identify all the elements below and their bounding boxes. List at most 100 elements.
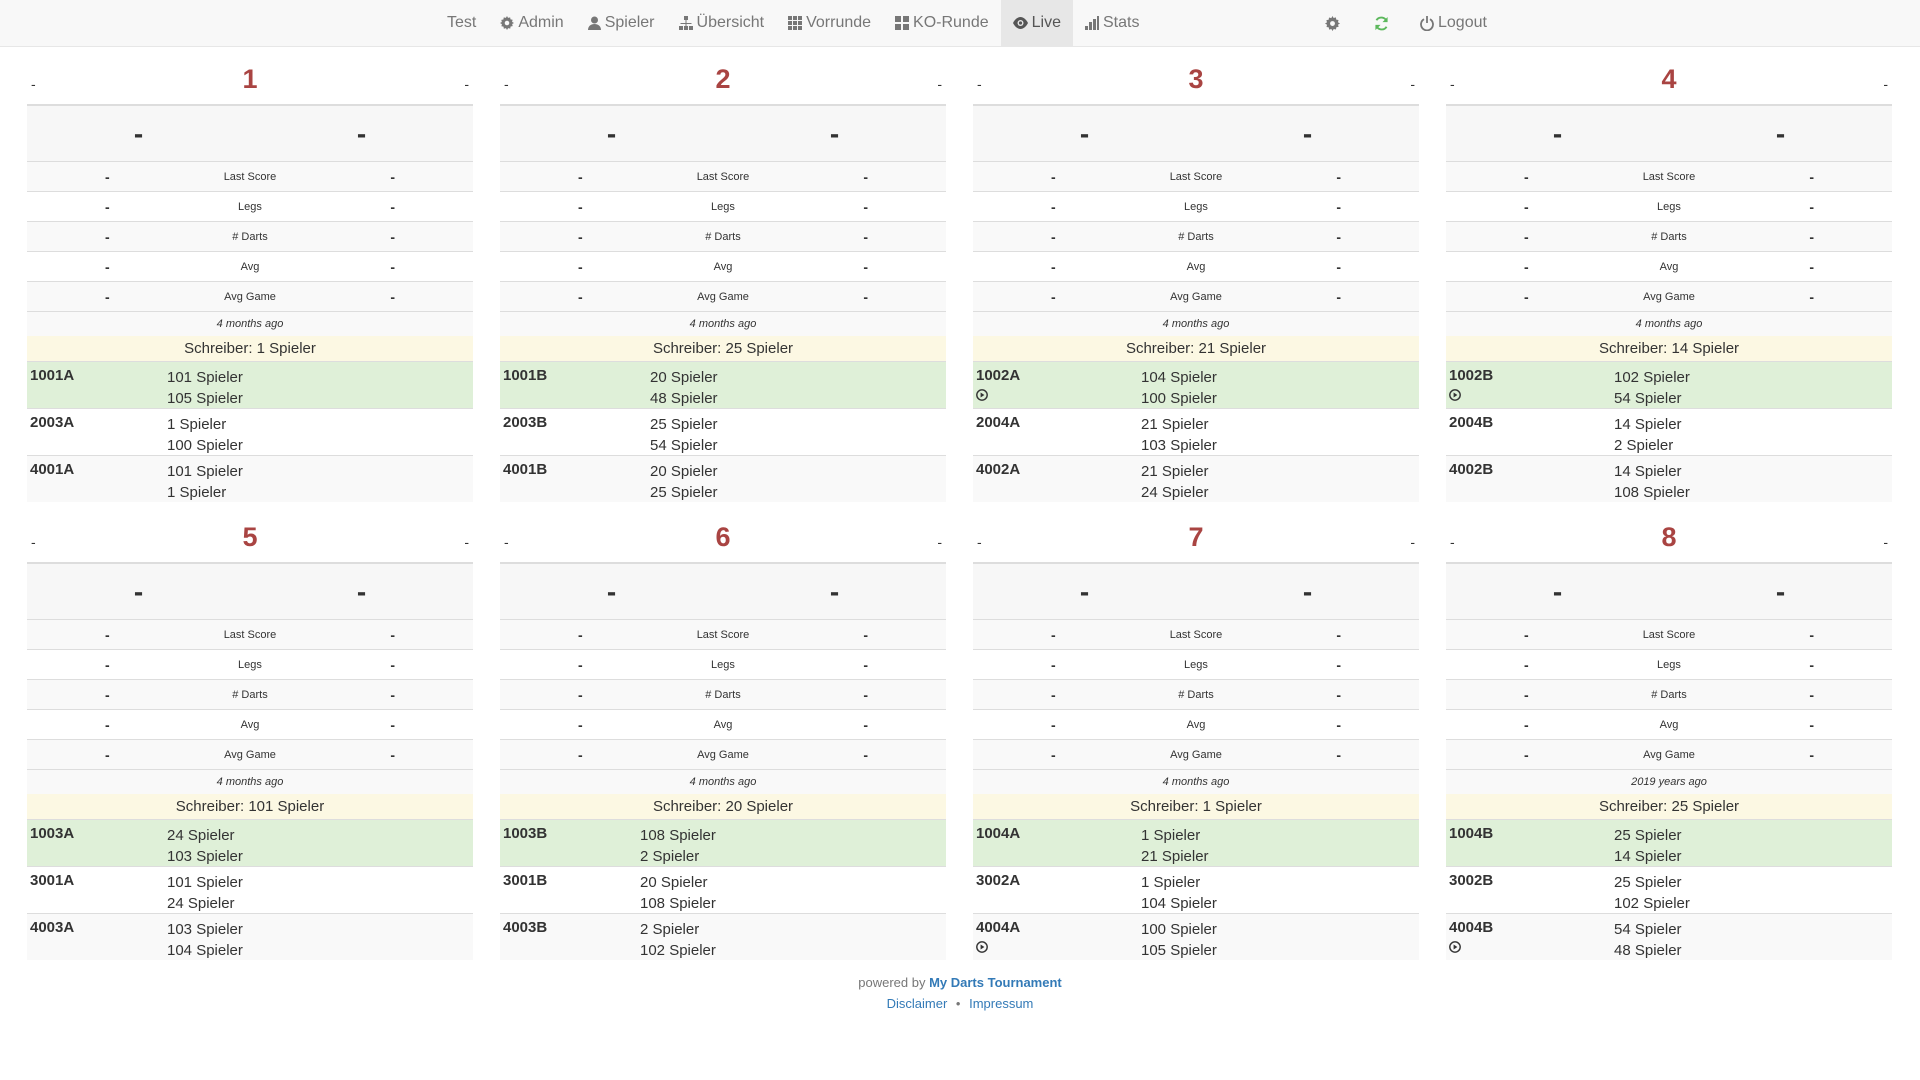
- board-header: - 8 -: [1446, 516, 1892, 563]
- play-circle-icon[interactable]: [976, 388, 988, 405]
- match-players: 101 Spieler 1 Spieler: [27, 461, 473, 503]
- disclaimer-link[interactable]: Disclaimer: [886, 996, 948, 1011]
- match-player-2: 100 Spieler: [1141, 390, 1217, 407]
- match-player-2: 1 Spieler: [167, 484, 227, 501]
- stat-row: - Avg Game -: [973, 739, 1419, 769]
- nav-ko-runde[interactable]: KO-Runde: [883, 0, 1001, 46]
- stat-label: Avg Game: [1643, 290, 1695, 303]
- match-row[interactable]: 3002A 1 Spieler 104 Spieler: [973, 866, 1419, 913]
- nav-stats-label: Stats: [1102, 14, 1140, 31]
- match-code: 4003A: [30, 919, 75, 936]
- match-row[interactable]: 4002A 21 Spieler 24 Spieler: [973, 455, 1419, 502]
- score-right: -: [356, 575, 367, 607]
- settings-button[interactable]: [1310, 0, 1359, 46]
- stat-value-right: -: [1336, 168, 1342, 185]
- play-circle-icon[interactable]: [1449, 388, 1461, 405]
- match-row[interactable]: 4003A 103 Spieler 104 Spieler: [27, 913, 473, 960]
- stat-label: Legs: [1657, 200, 1681, 213]
- match-row[interactable]: 1003A 24 Spieler 103 Spieler: [27, 819, 473, 866]
- nav-admin[interactable]: Admin: [488, 0, 575, 46]
- score-row: --: [973, 105, 1419, 161]
- match-row[interactable]: 1001B 20 Spieler 48 Spieler: [500, 361, 946, 408]
- stat-value-left: -: [1050, 686, 1056, 703]
- stat-label: Last Score: [1642, 170, 1696, 183]
- power-icon: [1420, 15, 1434, 31]
- match-row[interactable]: 4001B 20 Spieler 25 Spieler: [500, 455, 946, 502]
- match-row[interactable]: 1002A 104 Spieler 100 Spieler: [973, 361, 1419, 408]
- player-left-name: -: [31, 76, 36, 92]
- player-left-name: -: [1450, 534, 1455, 550]
- stat-value-right: -: [863, 626, 869, 643]
- match-row[interactable]: 4003B 2 Spieler 102 Spieler: [500, 913, 946, 960]
- match-row[interactable]: 3001A 101 Spieler 24 Spieler: [27, 866, 473, 913]
- score-left: -: [1552, 117, 1563, 149]
- stat-value-right: -: [863, 258, 869, 275]
- nav-stats[interactable]: Stats: [1073, 0, 1151, 46]
- match-row[interactable]: 2004A 21 Spieler 103 Spieler: [973, 408, 1419, 455]
- match-code: 1001B: [503, 367, 548, 384]
- match-player-1: 100 Spieler: [1141, 921, 1217, 938]
- stat-row: - Legs -: [973, 191, 1419, 221]
- board-card: -3- - - - Last Score - - Legs - - # Darts - - Avg - - Av…: [973, 58, 1419, 502]
- match-code: 4003B: [503, 919, 548, 936]
- nav-uebersicht[interactable]: Übersicht: [667, 0, 777, 46]
- stat-label: Last Score: [1169, 170, 1223, 183]
- stat-value-right: -: [1336, 198, 1342, 215]
- stat-value-right: -: [1336, 716, 1342, 733]
- match-players: 20 Spieler 48 Spieler: [500, 367, 946, 409]
- match-row[interactable]: 2004B 14 Spieler 2 Spieler: [1446, 408, 1892, 455]
- score-left: -: [606, 575, 617, 607]
- match-row[interactable]: 1002B 102 Spieler 54 Spieler: [1446, 361, 1892, 408]
- nav-live[interactable]: Live: [1000, 0, 1073, 46]
- match-player-1: 2 Spieler: [640, 921, 700, 938]
- stat-label: # Darts: [1651, 688, 1687, 701]
- play-circle-icon[interactable]: [1449, 940, 1461, 957]
- match-code: 2003B: [503, 414, 548, 431]
- schreiber-label: Schreiber: 14 Spieler: [1446, 336, 1892, 361]
- play-circle-icon[interactable]: [976, 940, 988, 957]
- match-player-1: 108 Spieler: [640, 827, 716, 844]
- stat-value-left: -: [577, 228, 583, 245]
- nav-spieler[interactable]: Spieler: [576, 0, 667, 46]
- match-row[interactable]: 2003A 1 Spieler 100 Spieler: [27, 408, 473, 455]
- board-header: - 3 -: [973, 58, 1419, 105]
- match-row[interactable]: 3002B 25 Spieler 102 Spieler: [1446, 866, 1892, 913]
- stats-table: - Last Score - - Legs - - # Darts - - Avg - - Avg Gam…: [27, 619, 473, 769]
- score-row: --: [500, 105, 946, 161]
- match-row[interactable]: 4001A 101 Spieler 1 Spieler: [27, 455, 473, 502]
- refresh-button[interactable]: [1359, 0, 1408, 46]
- stat-value-left: -: [577, 198, 583, 215]
- stat-value-left: -: [577, 288, 583, 305]
- nav-brand[interactable]: Test: [435, 0, 488, 46]
- eye-icon: [1012, 17, 1028, 29]
- logout-button[interactable]: Logout: [1408, 0, 1499, 46]
- impressum-link[interactable]: Impressum: [969, 996, 1034, 1011]
- stat-value-left: -: [104, 198, 110, 215]
- match-player-2: 2 Spieler: [640, 848, 700, 865]
- match-players: 101 Spieler 105 Spieler: [27, 367, 473, 409]
- nav-vorrunde[interactable]: Vorrunde: [776, 0, 883, 46]
- footer-brand-link[interactable]: My Darts Tournament: [929, 975, 1062, 990]
- nav-vorrunde-label: Vorrunde: [806, 14, 872, 31]
- match-row[interactable]: 1004B 25 Spieler 14 Spieler: [1446, 819, 1892, 866]
- match-row[interactable]: 1004A 1 Spieler 21 Spieler: [973, 819, 1419, 866]
- match-row[interactable]: 1003B 108 Spieler 2 Spieler: [500, 819, 946, 866]
- stat-value-left: -: [1050, 656, 1056, 673]
- stat-value-right: -: [390, 686, 396, 703]
- stat-value-right: -: [863, 716, 869, 733]
- match-code: 3002A: [976, 872, 1021, 889]
- stat-row: - # Darts -: [1446, 679, 1892, 709]
- match-row[interactable]: 2003B 25 Spieler 54 Spieler: [500, 408, 946, 455]
- match-row[interactable]: 4004A 100 Spieler 105 Spieler: [973, 913, 1419, 960]
- large-grid-icon: [895, 16, 910, 30]
- stat-value-left: -: [577, 656, 583, 673]
- match-player-2: 14 Spieler: [1614, 848, 1682, 865]
- stat-value-left: -: [1523, 716, 1529, 733]
- match-row[interactable]: 3001B 20 Spieler 108 Spieler: [500, 866, 946, 913]
- stat-value-right: -: [390, 716, 396, 733]
- match-row[interactable]: 4002B 14 Spieler 108 Spieler: [1446, 455, 1892, 502]
- stat-row: - # Darts -: [973, 221, 1419, 251]
- match-row[interactable]: 1001A 101 Spieler 105 Spieler: [27, 361, 473, 408]
- stat-row: - Legs -: [1446, 649, 1892, 679]
- match-row[interactable]: 4004B 54 Spieler 48 Spieler: [1446, 913, 1892, 960]
